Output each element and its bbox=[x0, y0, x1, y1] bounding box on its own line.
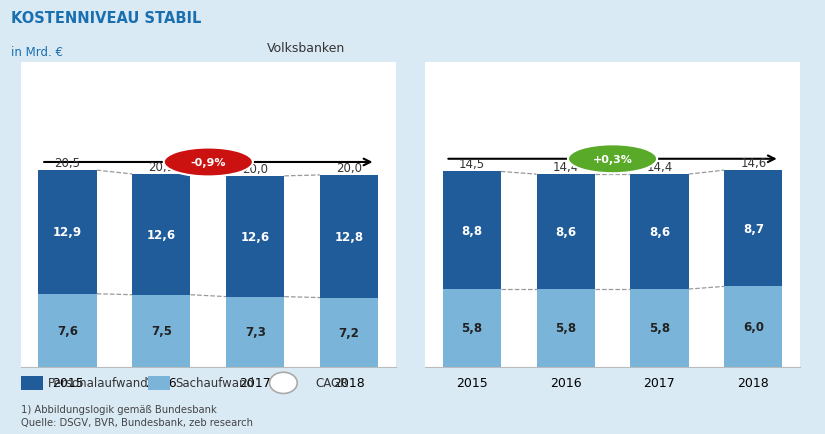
Bar bbox=[443, 172, 501, 289]
Text: 1) Abbildungslogik gemäß Bundesbank: 1) Abbildungslogik gemäß Bundesbank bbox=[21, 404, 216, 414]
Text: 14,5: 14,5 bbox=[459, 158, 485, 171]
Text: 8,7: 8,7 bbox=[742, 222, 764, 235]
Text: 20,0: 20,0 bbox=[243, 162, 268, 175]
Ellipse shape bbox=[568, 145, 658, 174]
Text: 8,6: 8,6 bbox=[649, 226, 670, 239]
Text: 5,8: 5,8 bbox=[649, 322, 670, 335]
Text: 12,6: 12,6 bbox=[147, 228, 176, 241]
Text: Sachaufwand: Sachaufwand bbox=[176, 377, 254, 389]
Text: CAGR: CAGR bbox=[315, 377, 348, 389]
Text: +0,3%: +0,3% bbox=[592, 155, 633, 164]
Bar bbox=[39, 294, 97, 367]
Text: -0,9%: -0,9% bbox=[191, 158, 226, 168]
Text: 5,8: 5,8 bbox=[555, 322, 576, 335]
Text: 12,8: 12,8 bbox=[334, 230, 364, 243]
Text: 7,5: 7,5 bbox=[151, 324, 172, 337]
Text: 8,6: 8,6 bbox=[555, 226, 576, 239]
Bar bbox=[21, 376, 43, 390]
Text: 7,2: 7,2 bbox=[338, 326, 360, 339]
Text: 20,0: 20,0 bbox=[336, 161, 362, 174]
Text: 14,6: 14,6 bbox=[740, 156, 766, 169]
Text: 6,0: 6,0 bbox=[742, 320, 764, 333]
Bar bbox=[630, 289, 689, 367]
Bar bbox=[536, 175, 595, 289]
Bar bbox=[148, 376, 170, 390]
Text: in Mrd. €: in Mrd. € bbox=[11, 46, 63, 59]
Bar bbox=[226, 297, 285, 367]
Text: 7,6: 7,6 bbox=[57, 324, 78, 337]
Text: 14,4: 14,4 bbox=[646, 160, 672, 173]
Bar bbox=[320, 175, 378, 298]
Text: 14,4: 14,4 bbox=[553, 160, 579, 173]
Bar bbox=[132, 295, 191, 367]
Bar bbox=[226, 177, 285, 297]
Text: 8,8: 8,8 bbox=[461, 224, 483, 237]
Text: Volksbanken: Volksbanken bbox=[267, 42, 346, 55]
Text: 7,3: 7,3 bbox=[245, 326, 266, 339]
Bar bbox=[320, 298, 378, 367]
Ellipse shape bbox=[163, 148, 253, 177]
Ellipse shape bbox=[270, 372, 297, 394]
Bar bbox=[39, 171, 97, 294]
Text: 20,5: 20,5 bbox=[54, 157, 81, 170]
Text: Personalaufwand: Personalaufwand bbox=[49, 377, 149, 389]
Text: 20,1: 20,1 bbox=[148, 161, 174, 174]
Text: 12,9: 12,9 bbox=[53, 226, 82, 239]
Text: Quelle: DSGV, BVR, Bundesbank, zeb research: Quelle: DSGV, BVR, Bundesbank, zeb resea… bbox=[21, 418, 252, 427]
Bar bbox=[536, 289, 595, 367]
Text: KOSTENNIVEAU STABIL: KOSTENNIVEAU STABIL bbox=[11, 11, 201, 26]
Bar bbox=[724, 171, 782, 287]
Bar bbox=[443, 289, 501, 367]
Bar bbox=[132, 174, 191, 295]
Bar bbox=[724, 287, 782, 367]
Text: 12,6: 12,6 bbox=[241, 230, 270, 243]
Text: 5,8: 5,8 bbox=[461, 322, 483, 335]
Bar bbox=[630, 175, 689, 289]
